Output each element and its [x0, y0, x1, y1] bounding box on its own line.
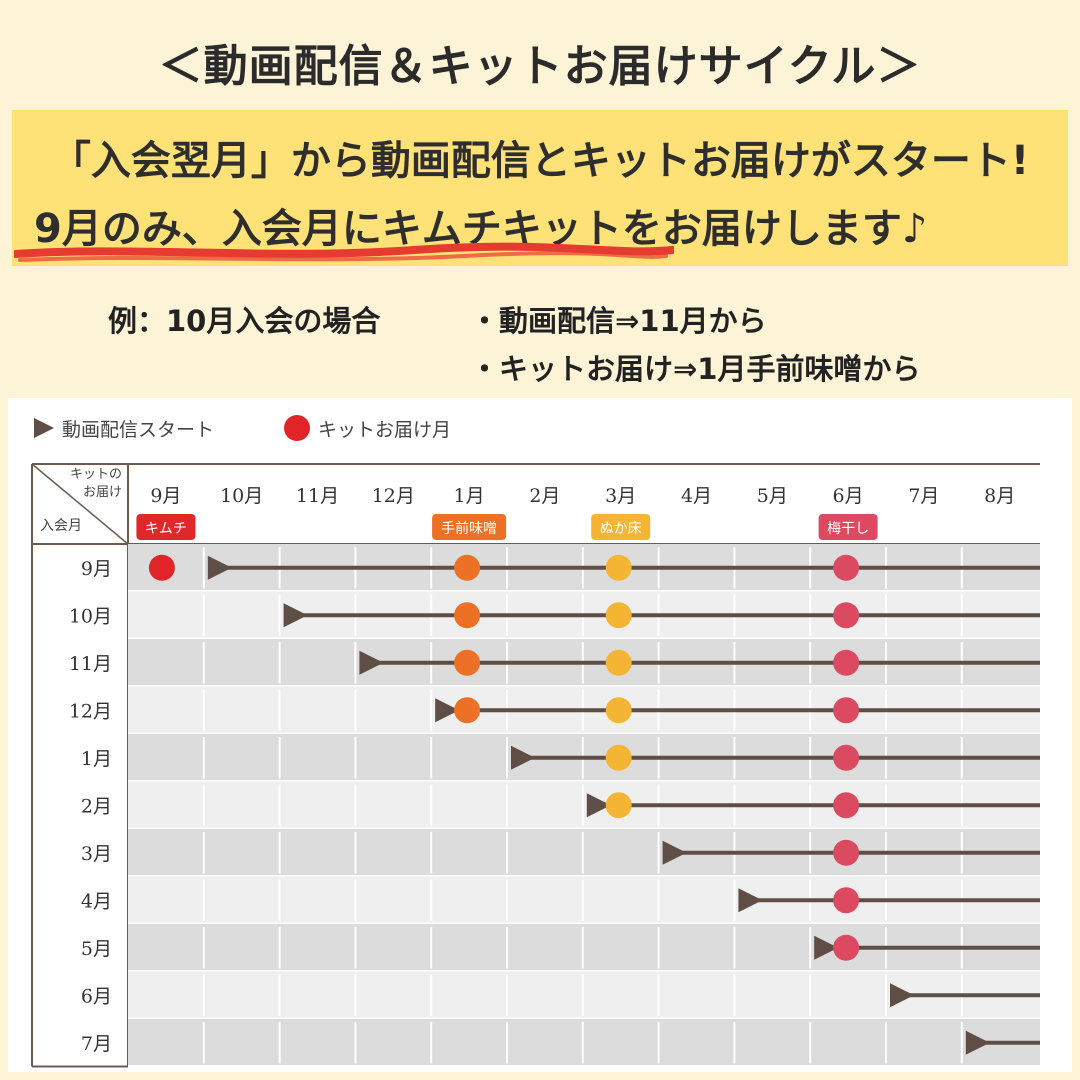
kit-dot	[605, 602, 632, 629]
legend-label-stream: 動画配信スタート	[62, 418, 215, 441]
column-header: 7月	[908, 485, 939, 507]
row-header: 5月	[81, 938, 112, 960]
kit-badge-label: キムチ	[145, 521, 187, 537]
red-dot-icon	[284, 415, 310, 441]
kit-dot	[454, 697, 481, 724]
kit-dot	[833, 887, 860, 914]
legend-item-stream: 動画配信スタート	[32, 412, 214, 444]
stream-start-triangle	[359, 650, 384, 675]
row-header: 3月	[81, 843, 112, 865]
corner-label-kit: キットの	[70, 467, 122, 482]
corner-label-join: 入会月	[40, 518, 82, 534]
example-item-stream: ・動画配信⇒11月から	[470, 304, 767, 338]
kit-dot	[605, 697, 632, 724]
stream-start-triangle	[738, 888, 763, 913]
page-title: ＜動画配信＆キットお届けサイクル＞	[158, 41, 922, 92]
kit-badge	[136, 514, 196, 540]
row-header: 2月	[81, 795, 112, 817]
stream-start-triangle	[890, 983, 914, 1008]
kit-dot	[605, 792, 632, 819]
stream-start-triangle	[511, 745, 535, 770]
stream-start-triangle	[586, 793, 611, 818]
column-header: 11月	[296, 485, 339, 507]
row-header: 7月	[81, 1033, 112, 1055]
highlight-underline	[14, 242, 674, 262]
corner-diagonal	[31, 463, 129, 545]
kit-dot	[454, 649, 481, 676]
kit-dot	[454, 602, 481, 629]
column-header: 2月	[529, 485, 560, 507]
kit-badge	[818, 514, 878, 540]
column-header: 1月	[454, 485, 485, 507]
legend-item-kit: キットお届け月	[282, 412, 451, 444]
stream-start-triangle	[283, 603, 308, 628]
stream-start-triangle	[814, 935, 839, 960]
example-label: 例：10月入会の場合	[108, 304, 381, 338]
stream-start-triangle	[965, 1030, 990, 1055]
legend-label-kit: キットお届け月	[318, 418, 452, 441]
row-header: 1月	[81, 748, 112, 770]
kit-dot	[833, 554, 860, 581]
column-header: 10月	[220, 485, 263, 507]
kit-dot	[833, 649, 860, 676]
kit-dot	[833, 744, 860, 771]
kit-dot	[605, 554, 632, 581]
kit-dot	[833, 839, 860, 866]
kit-badge	[591, 514, 651, 540]
kimchi-dot	[148, 554, 175, 581]
row-header: 4月	[81, 890, 112, 912]
column-header: 9月	[150, 485, 181, 507]
corner-label-kit: お届け	[83, 485, 122, 500]
stream-start-triangle	[662, 840, 687, 865]
kit-dot	[605, 744, 632, 771]
triangle-icon	[34, 418, 54, 438]
kit-badge-label: 手前味噌	[441, 520, 497, 537]
stream-start-triangle	[435, 698, 460, 723]
column-header: 4月	[681, 485, 712, 507]
row-header: 6月	[81, 985, 112, 1007]
kit-badge	[432, 514, 507, 540]
row-header: 12月	[69, 700, 112, 722]
kit-dot	[833, 697, 860, 724]
example-item-kit: ・キットお届け⇒1月手前味噌から	[470, 352, 921, 386]
row-header: 11月	[69, 653, 112, 675]
kit-dot	[605, 649, 632, 676]
stream-start-triangle	[207, 555, 232, 580]
column-header: 8月	[984, 485, 1015, 507]
kit-dot	[833, 602, 860, 629]
table-row	[128, 1019, 1040, 1067]
column-header: 5月	[757, 485, 788, 507]
kit-dot	[454, 554, 481, 581]
banner-headline: 「入会翌月」から動画配信とキットお届けがスタート!	[50, 138, 1030, 184]
announcement-banner: 「入会翌月」から動画配信とキットお届けがスタート! 9月のみ、入会月にキムチキッ…	[12, 110, 1068, 266]
kit-badge-label: ぬか床	[600, 521, 642, 537]
kit-dot	[833, 934, 860, 961]
column-header: 3月	[605, 485, 636, 507]
row-header: 9月	[81, 558, 112, 580]
kit-dot	[833, 792, 860, 819]
column-header: 6月	[833, 485, 864, 507]
kit-badge-label: 梅干し	[827, 521, 869, 537]
row-header: 10月	[69, 605, 112, 627]
column-header: 12月	[372, 485, 415, 507]
